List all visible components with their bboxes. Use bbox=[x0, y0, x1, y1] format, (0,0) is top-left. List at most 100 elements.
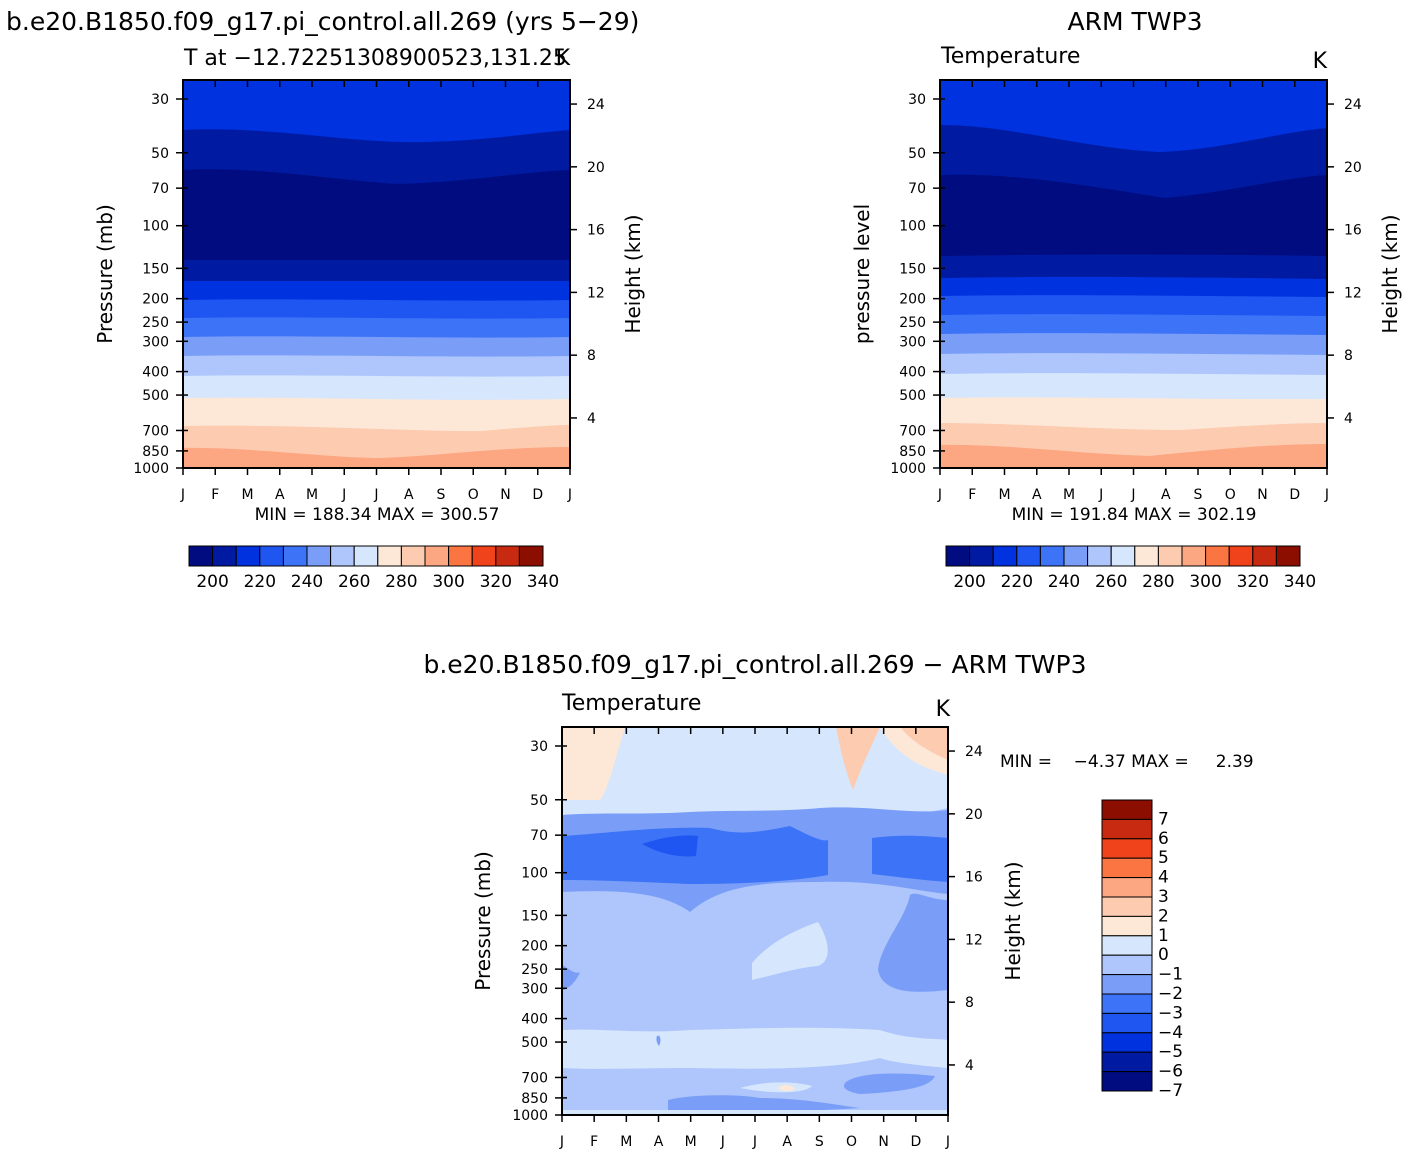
colorbar-label: 240 bbox=[1048, 572, 1080, 592]
x-tick-label: N bbox=[878, 1134, 888, 1150]
colorbar-label: 280 bbox=[1142, 572, 1174, 592]
colorbar-box bbox=[1063, 545, 1089, 567]
x-tick-label: J bbox=[373, 487, 378, 503]
y2-tick-label: 20 bbox=[965, 807, 983, 823]
colorbar-box bbox=[306, 545, 332, 567]
diff-ylabel-right: Height (km) bbox=[1001, 861, 1025, 980]
obs-stats: MIN = 191.84 MAX = 302.19 bbox=[1012, 505, 1257, 525]
colorbar-box bbox=[1101, 877, 1153, 898]
colorbar-box bbox=[1101, 799, 1153, 820]
y2-tick-label: 12 bbox=[965, 932, 983, 948]
x-tick-label: O bbox=[846, 1134, 857, 1150]
x-tick-label: J bbox=[1098, 487, 1103, 503]
model-units: K bbox=[556, 46, 571, 71]
y2-tick-label: 20 bbox=[587, 160, 605, 176]
colorbar-box bbox=[1039, 545, 1065, 567]
colorbar-label: 5 bbox=[1158, 848, 1169, 868]
colorbar-box bbox=[1181, 545, 1207, 567]
x-tick-label: M bbox=[1063, 487, 1075, 503]
x-tick-label: J bbox=[559, 1134, 564, 1150]
diff-region bbox=[642, 835, 698, 857]
y-tick-label: 50 bbox=[908, 146, 926, 162]
x-tick-label: J bbox=[937, 487, 942, 503]
x-tick-label: A bbox=[654, 1134, 664, 1150]
x-tick-label: A bbox=[1032, 487, 1042, 503]
obs-units: K bbox=[1313, 49, 1328, 74]
y-tick-label: 400 bbox=[899, 365, 926, 381]
x-tick-label: J bbox=[567, 487, 572, 503]
colorbar-box bbox=[330, 545, 355, 567]
colorbar-label: 320 bbox=[480, 572, 512, 592]
colorbar-box bbox=[1101, 954, 1153, 976]
colorbar-label: 220 bbox=[1001, 572, 1033, 592]
x-tick-label: D bbox=[1289, 487, 1300, 503]
x-tick-label: J bbox=[180, 487, 185, 503]
diff-region bbox=[900, 727, 948, 760]
colorbar-box bbox=[1101, 935, 1153, 956]
colorbar-box bbox=[518, 545, 544, 567]
y-tick-label: 850 bbox=[142, 444, 169, 460]
colorbar-box bbox=[1087, 545, 1112, 567]
colorbar-label: 260 bbox=[1095, 572, 1127, 592]
colorbar-box bbox=[1205, 545, 1230, 567]
x-tick-label: A bbox=[1161, 487, 1171, 503]
colorbar-label: 2 bbox=[1158, 906, 1169, 926]
colorbar-box bbox=[1228, 545, 1254, 567]
colorbar-label: 4 bbox=[1158, 868, 1169, 888]
x-tick-label: F bbox=[968, 487, 976, 503]
model-contours bbox=[183, 80, 570, 468]
x-tick-label: A bbox=[275, 487, 285, 503]
model-stats: MIN = 188.34 MAX = 300.57 bbox=[255, 505, 500, 525]
y-tick-label: 250 bbox=[899, 315, 926, 331]
colorbar-label: 0 bbox=[1158, 945, 1169, 965]
colorbar-box bbox=[1157, 545, 1183, 567]
colorbar-box bbox=[1101, 993, 1153, 1014]
obs-colorbar: 200 220 240 260 280 300 320 340 bbox=[945, 545, 1316, 592]
x-tick-label: J bbox=[341, 487, 346, 503]
y-tick-label: 70 bbox=[151, 181, 169, 197]
y-tick-label: 100 bbox=[899, 219, 926, 235]
x-tick-label: F bbox=[590, 1134, 598, 1150]
colorbar-label: −5 bbox=[1158, 1042, 1183, 1062]
y-tick-label: 300 bbox=[521, 981, 548, 997]
y-tick-label: 500 bbox=[142, 388, 169, 404]
y-tick-label: 70 bbox=[530, 828, 548, 844]
y-tick-label: 1000 bbox=[890, 461, 926, 477]
colorbar-box bbox=[992, 545, 1018, 567]
colorbar-label: 340 bbox=[1284, 572, 1316, 592]
y-tick-label: 850 bbox=[899, 444, 926, 460]
diff-region bbox=[656, 1035, 661, 1046]
x-tick-label: A bbox=[782, 1134, 792, 1150]
y-tick-label: 400 bbox=[521, 1012, 548, 1028]
x-tick-label: O bbox=[1225, 487, 1236, 503]
y2-tick-label: 8 bbox=[1344, 348, 1353, 364]
colorbar-label: 300 bbox=[432, 572, 464, 592]
x-tick-label: D bbox=[910, 1134, 921, 1150]
x-tick-label: J bbox=[1130, 487, 1135, 503]
x-tick-label: A bbox=[404, 487, 414, 503]
x-tick-label: S bbox=[437, 487, 446, 503]
x-tick-label: M bbox=[998, 487, 1010, 503]
y-tick-label: 100 bbox=[521, 866, 548, 882]
y-tick-label: 1000 bbox=[133, 461, 169, 477]
colorbar-box bbox=[353, 545, 379, 567]
colorbar-box bbox=[1101, 974, 1153, 995]
y2-tick-label: 4 bbox=[965, 1058, 974, 1074]
y-tick-label: 30 bbox=[151, 92, 169, 108]
y2-tick-label: 16 bbox=[965, 870, 983, 886]
colorbar-box bbox=[1101, 1032, 1153, 1053]
model-left-string: T at −12.72251308900523,131.25 bbox=[183, 46, 567, 71]
colorbar-box bbox=[969, 545, 994, 567]
x-tick-label: J bbox=[1324, 487, 1329, 503]
y-tick-label: 850 bbox=[521, 1091, 548, 1107]
colorbar-label: −4 bbox=[1158, 1023, 1183, 1043]
diff-region bbox=[752, 922, 828, 980]
colorbar-label: 260 bbox=[338, 572, 370, 592]
y-tick-label: 150 bbox=[899, 261, 926, 277]
x-tick-label: M bbox=[685, 1134, 697, 1150]
x-tick-label: S bbox=[815, 1134, 824, 1150]
colorbar-box bbox=[1101, 1012, 1153, 1034]
y-tick-label: 50 bbox=[530, 793, 548, 809]
